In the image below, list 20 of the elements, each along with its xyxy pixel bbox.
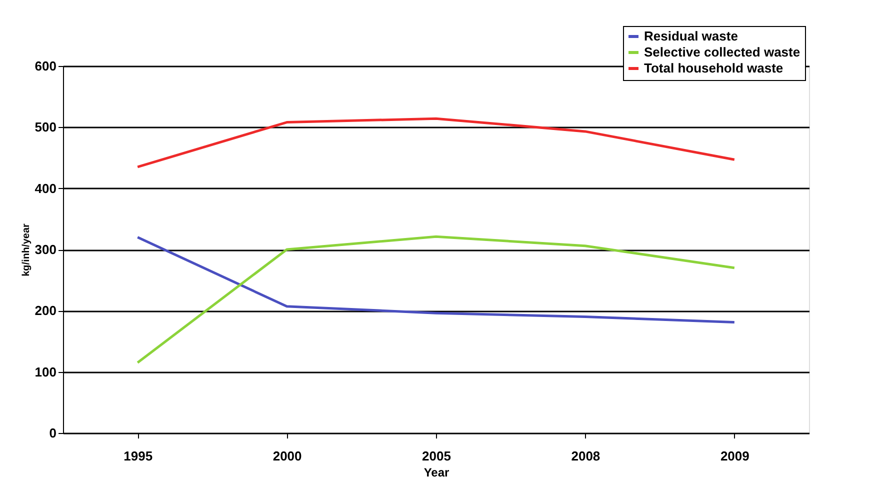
line-series bbox=[136, 235, 736, 364]
x-axis-title: Year bbox=[424, 466, 450, 480]
x-tick-label: 2008 bbox=[571, 448, 600, 464]
x-tick-label: 2005 bbox=[422, 448, 451, 464]
y-axis-title: kg/inh/year bbox=[20, 224, 32, 276]
y-tick-label: 0 bbox=[49, 426, 56, 440]
x-tick-label: 1995 bbox=[124, 448, 153, 464]
line-series bbox=[136, 236, 736, 324]
x-tick-label: 2000 bbox=[272, 448, 302, 464]
line-series bbox=[136, 117, 736, 168]
y-tick-label: 400 bbox=[34, 180, 56, 196]
y-tick-label: 200 bbox=[34, 303, 56, 318]
legend-label: Selective collected waste bbox=[644, 44, 800, 60]
legend-label: Total household waste bbox=[644, 60, 784, 76]
x-tick-label: 2009 bbox=[720, 448, 750, 464]
y-tick-label: 500 bbox=[34, 120, 56, 135]
legend-label: Residual waste bbox=[644, 28, 738, 44]
y-tick-label: 300 bbox=[34, 242, 56, 257]
y-tick-label: 100 bbox=[34, 364, 56, 380]
y-tick-label: 600 bbox=[34, 58, 56, 74]
